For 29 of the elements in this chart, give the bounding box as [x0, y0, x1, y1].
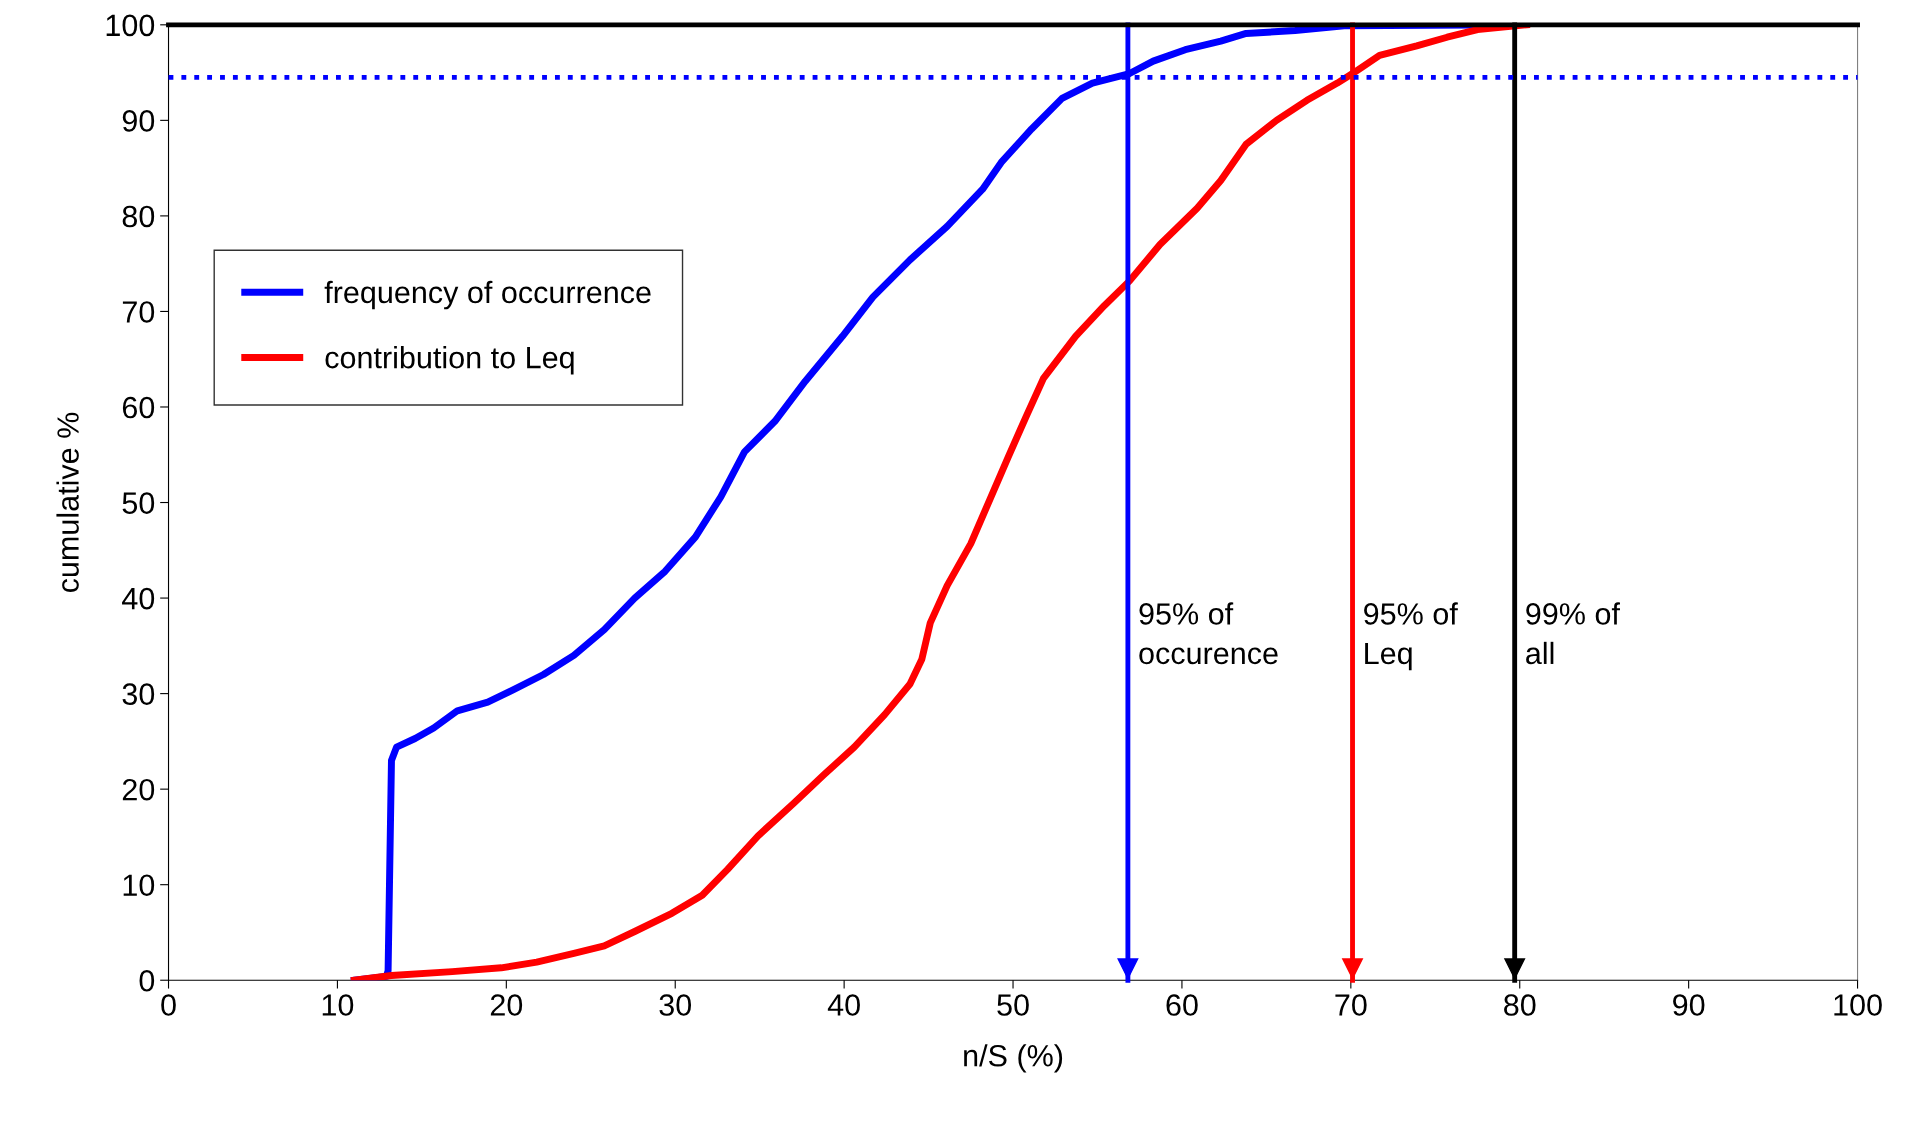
- legend-label: frequency of occurrence: [324, 280, 651, 310]
- y-tick-label: 50: [122, 492, 155, 514]
- x-tick-label: 100: [1834, 994, 1882, 1016]
- y-tick-label: 20: [122, 778, 155, 801]
- x-tick-label: 30: [659, 994, 692, 1016]
- y-tick-label: 90: [122, 110, 155, 132]
- legend-label: contribution to Leq: [325, 345, 574, 375]
- ref-line-label: 95% of Leq: [1364, 602, 1458, 671]
- x-tick-label: 20: [490, 994, 523, 1016]
- y-tick-label: 70: [122, 301, 155, 323]
- y-tick-label: 100: [106, 14, 155, 37]
- ref-line-label: 95% of occurence: [1139, 602, 1278, 665]
- y-tick-label: 80: [122, 205, 155, 228]
- y-tick-label: 40: [122, 587, 155, 610]
- y-tick-label: 60: [122, 396, 155, 419]
- y-tick-label: 0: [139, 969, 155, 992]
- x-tick-label: 80: [1504, 994, 1536, 1016]
- x-tick-label: 90: [1673, 994, 1705, 1016]
- x-tick-label: 10: [322, 994, 354, 1016]
- y-axis-title: cumulative %: [56, 412, 79, 593]
- y-tick-label: 30: [122, 683, 155, 705]
- ref-line-label: 99% of all: [1526, 602, 1620, 665]
- x-tick-label: 60: [1166, 994, 1198, 1016]
- x-tick-label: 40: [827, 994, 860, 1016]
- x-tick-label: 0: [161, 994, 176, 1016]
- x-axis-title: n/S (%): [964, 1044, 1063, 1073]
- x-tick-label: 70: [1335, 994, 1367, 1016]
- y-tick-label: 10: [123, 874, 155, 897]
- x-tick-label: 50: [997, 994, 1029, 1016]
